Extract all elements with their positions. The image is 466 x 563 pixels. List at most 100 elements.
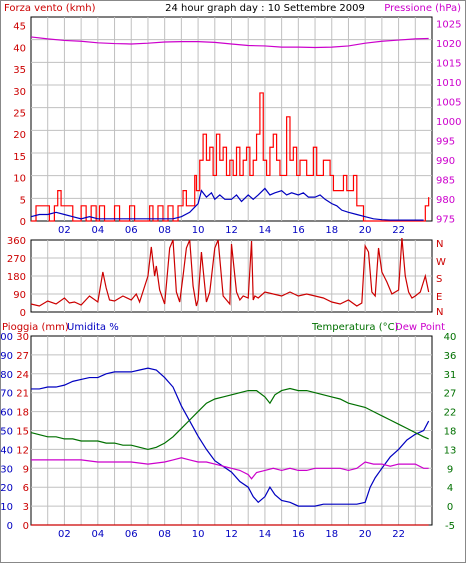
hour-tick-label: 06: [125, 225, 138, 236]
temperature-axis-tick-label: 27: [444, 389, 457, 400]
wind-average-series: [30, 187, 424, 221]
rain-axis-tick-label: 18: [16, 408, 29, 419]
humidity-axis-tick-label: 30: [0, 464, 13, 475]
hour-tick-label: 02: [58, 529, 71, 540]
wind-gust-series: [31, 92, 430, 222]
hour-tick-label: 18: [325, 225, 338, 236]
pressure-axis-tick-label: 995: [436, 136, 455, 147]
temperature-series: [30, 387, 429, 451]
hour-tick-label: 14: [259, 225, 272, 236]
pressure-axis-ticks: 975 980 985 990 995 1000 1005 1010 1015 1020 1025: [436, 19, 461, 225]
humidity-axis-title: Umidita %: [67, 322, 119, 333]
direction-degree-tick-label: 90: [13, 290, 26, 301]
hour-tick-label: 16: [292, 225, 305, 236]
dewpoint-axis-title: Dew Point: [395, 322, 445, 333]
hour-tick-label: 16: [292, 529, 305, 540]
rain-axis-tick-label: 6: [23, 483, 29, 494]
pressure-axis-tick-label: 985: [436, 176, 455, 187]
temperature-axis-tick-label: 4: [447, 483, 453, 494]
humidity-axis-tick-label: 50: [0, 427, 13, 438]
hour-tick-label: 08: [158, 529, 171, 540]
humidity-axis-tick-label: 90: [0, 351, 13, 362]
pressure-axis-tick-label: 1020: [436, 39, 461, 50]
humidity-axis-tick-label: 60: [0, 408, 13, 419]
pressure-axis-tick-label: 975: [436, 215, 455, 226]
hour-tick-label: 22: [392, 529, 405, 540]
wind-axis-title: Forza vento (kmh): [4, 3, 96, 14]
chart-title: 24 hour graph day : 10 Settembre 2009: [165, 3, 365, 14]
pressure-axis-tick-label: 1015: [436, 58, 461, 69]
pressure-axis-tick-label: 980: [436, 195, 455, 206]
direction-degree-tick-label: 270: [7, 254, 26, 265]
rain-axis-tick-label: 9: [23, 464, 29, 475]
wind-panel-series: [30, 36, 430, 222]
hour-tick-label: 12: [225, 225, 238, 236]
wind-axis-tick-label: 40: [13, 43, 26, 54]
temperature-axis-tick-label: 0: [447, 502, 453, 513]
direction-degree-tick-label: 0: [20, 308, 26, 319]
hour-tick-label: 20: [359, 529, 372, 540]
pressure-axis-tick-label: 1000: [436, 117, 461, 128]
wind-axis-tick-label: 0: [20, 217, 26, 228]
pressure-axis-tick-label: 1010: [436, 78, 461, 89]
direction-letter-ticks: N W S E N: [436, 239, 446, 318]
hour-tick-label: 14: [259, 529, 272, 540]
wind-axis-tick-label: 15: [13, 152, 26, 163]
humidity-axis-tick-label: 20: [0, 483, 13, 494]
wind-axis-tick-label: 5: [20, 195, 26, 206]
hour-tick-label: 08: [158, 225, 171, 236]
humidity-axis-tick-label: 70: [0, 389, 13, 400]
rain-axis-tick-label: 27: [16, 351, 29, 362]
direction-degree-tick-label: 180: [7, 272, 26, 283]
rain-axis-tick-label: 21: [16, 389, 29, 400]
humidity-axis-tick-label: 10: [0, 502, 13, 513]
rain-axis-tick-label: 0: [23, 521, 29, 532]
humidity-axis-ticks: 0 10 20 30 40 50 60 70 80 90 100: [0, 332, 13, 532]
hour-tick-label: 06: [125, 529, 138, 540]
rain-axis-tick-label: 15: [16, 427, 29, 438]
hour-tick-label: 18: [325, 529, 338, 540]
temperature-axis-tick-label: 31: [444, 370, 457, 381]
temperature-axis-tick-label: 40: [444, 332, 457, 343]
direction-letter-north-bottom: N: [436, 307, 443, 318]
pressure-axis-tick-label: 1025: [436, 19, 461, 30]
dewpoint-series: [31, 457, 429, 480]
wind-axis-tick-label: 45: [13, 22, 26, 33]
hour-tick-label: 04: [91, 529, 104, 540]
temperature-axis-tick-label: 13: [444, 445, 457, 456]
hour-tick-label: 02: [58, 225, 71, 236]
wind-axis-tick-label: 35: [13, 65, 26, 76]
direction-panel-series: [30, 237, 430, 307]
humidity-axis-tick-label: 0: [7, 521, 13, 532]
climate-panel-grid: [31, 336, 432, 525]
temperature-axis-tick-label: 9: [447, 464, 453, 475]
rain-axis-title: Pioggia (mm): [2, 322, 69, 333]
rain-axis-ticks: 0 3 6 9 12 15 18 21 24 27 30: [16, 332, 29, 532]
wind-panel-hour-ticks: 02 04 06 08 10 12 14 16 18 20 22: [58, 225, 405, 236]
pressure-series: [30, 36, 429, 49]
humidity-axis-tick-label: 100: [0, 332, 13, 343]
humidity-axis-tick-label: 40: [0, 445, 13, 456]
temperature-axis-title: Temperatura (°C): [311, 322, 399, 333]
temperature-axis-tick-label: -5: [445, 521, 455, 532]
direction-letter-west: W: [436, 257, 446, 268]
temperature-axis-tick-label: 36: [444, 351, 457, 362]
wind-axis-tick-label: 30: [13, 87, 26, 98]
pressure-axis-tick-label: 1005: [436, 97, 461, 108]
temperature-axis-tick-label: 18: [444, 427, 457, 438]
humidity-series: [31, 367, 430, 507]
hour-tick-label: 22: [392, 225, 405, 236]
direction-degree-ticks: 0 90 180 270 360: [7, 236, 26, 319]
direction-degree-tick-label: 360: [7, 236, 26, 247]
hour-tick-label: 10: [192, 225, 205, 236]
rain-axis-tick-label: 30: [16, 332, 29, 343]
rain-axis-tick-label: 12: [16, 445, 29, 456]
direction-letter-north-top: N: [436, 239, 443, 250]
pressure-axis-title: Pressione (hPa): [384, 3, 461, 14]
wind-axis-ticks: 0 5 10 15 20 25 30 35 40 45: [13, 22, 26, 228]
climate-panel-series: [30, 367, 430, 526]
direction-letter-south: S: [436, 274, 442, 285]
wind-axis-tick-label: 25: [13, 108, 26, 119]
